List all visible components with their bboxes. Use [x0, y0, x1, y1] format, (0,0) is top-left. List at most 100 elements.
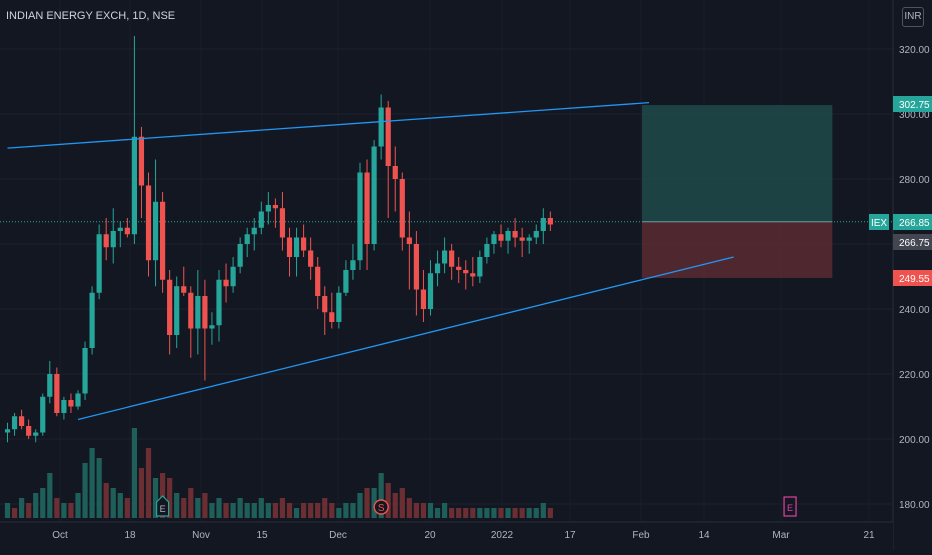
- volume-bar: [89, 448, 95, 518]
- x-tick-label: 17: [564, 530, 576, 541]
- volume-bar: [152, 478, 159, 518]
- earnings-shape: [156, 495, 170, 517]
- candle: [470, 257, 476, 287]
- candle: [463, 260, 469, 290]
- volume-bar: [385, 483, 391, 518]
- candle-body: [272, 205, 278, 209]
- symbol-tag-bg: [869, 214, 889, 230]
- price-label-text: 249.55: [899, 274, 930, 285]
- candle: [371, 140, 377, 251]
- price-label-stop: 249.55: [893, 270, 932, 286]
- candle: [477, 250, 483, 283]
- volume-bar: [174, 493, 180, 518]
- price-label-text: 266.75: [899, 238, 930, 249]
- x-tick-label: 15: [256, 530, 268, 541]
- upper-trendline: [7, 101, 650, 149]
- volume-bar: [209, 503, 215, 518]
- x-tick-label: 21: [863, 530, 875, 541]
- volume-bar: [449, 508, 455, 518]
- volume-bar: [406, 498, 412, 518]
- candle-body: [152, 201, 159, 261]
- candle: [82, 341, 88, 400]
- candle: [279, 192, 286, 251]
- volume-bar: [456, 508, 462, 518]
- candle: [540, 208, 546, 244]
- candle-body: [322, 296, 328, 313]
- y-tick-label: 280.00: [899, 175, 930, 186]
- volume-bar: [96, 458, 102, 518]
- volume-bar: [195, 498, 201, 518]
- volume-bar: [413, 503, 419, 518]
- price-label-bg: [893, 234, 932, 250]
- volume-bar: [477, 508, 483, 518]
- candle-body: [512, 231, 518, 238]
- candle: [484, 237, 490, 264]
- candle-body: [138, 136, 145, 186]
- candle-body: [75, 393, 81, 407]
- volume-bar: [498, 508, 504, 518]
- candle-body: [293, 237, 300, 257]
- candle-body: [202, 296, 208, 329]
- candle: [449, 244, 455, 280]
- candle-body: [54, 374, 60, 413]
- candle-body: [230, 266, 236, 287]
- price-label-bg: [893, 270, 932, 286]
- volume-bar: [188, 488, 194, 518]
- volume-bar: [216, 498, 222, 518]
- candle: [181, 266, 187, 296]
- candle: [216, 270, 222, 342]
- price-label-text: 266.85: [899, 218, 930, 229]
- earnings-marker: E: [156, 495, 170, 517]
- candle: [11, 413, 18, 436]
- volume-bar: [301, 503, 307, 518]
- volume-bar: [202, 493, 208, 518]
- candle: [505, 227, 511, 254]
- volume-bar: [258, 498, 264, 518]
- volume-bar: [124, 498, 130, 518]
- volume-bar: [244, 503, 250, 518]
- candle: [329, 292, 335, 329]
- volume-bar: [279, 498, 286, 518]
- candle-body: [61, 400, 67, 413]
- candle: [392, 146, 398, 212]
- candle: [68, 393, 74, 413]
- candle-body: [279, 208, 286, 238]
- volume-bar: [547, 508, 553, 518]
- candle: [40, 393, 46, 436]
- volume-bar: [293, 508, 300, 518]
- volume-bar: [54, 498, 60, 518]
- x-tick-label: Feb: [632, 530, 650, 541]
- candle: [19, 409, 25, 430]
- candle: [244, 227, 250, 257]
- split-circle: [373, 499, 389, 515]
- candle: [301, 224, 307, 257]
- symbol-tag-text: IEX: [871, 218, 887, 229]
- volume-bar: [61, 503, 67, 518]
- symbol-title[interactable]: INDIAN ENERGY EXCH, 1D, NSE: [6, 10, 176, 22]
- candle: [258, 201, 264, 235]
- candle-body: [110, 231, 116, 248]
- currency-badge[interactable]: INR: [902, 7, 924, 27]
- volume-bar: [82, 463, 88, 518]
- candle: [54, 367, 60, 417]
- candle-body: [533, 231, 539, 238]
- volume-bar: [350, 503, 356, 518]
- volume-bar: [442, 503, 448, 518]
- candle: [4, 422, 11, 443]
- candle: [322, 286, 328, 335]
- candle: [442, 237, 448, 274]
- candle-body: [47, 374, 53, 397]
- volume-bar: [237, 498, 243, 518]
- candle-body: [385, 107, 391, 166]
- candle: [399, 172, 405, 251]
- candle: [357, 162, 363, 270]
- earnings-label: E: [160, 504, 166, 514]
- y-tick-label: 320.00: [899, 45, 930, 56]
- candle: [131, 36, 137, 244]
- candle-body: [463, 270, 469, 274]
- candle: [237, 237, 243, 274]
- volume-bar: [399, 488, 405, 518]
- volume-bar: [512, 508, 518, 518]
